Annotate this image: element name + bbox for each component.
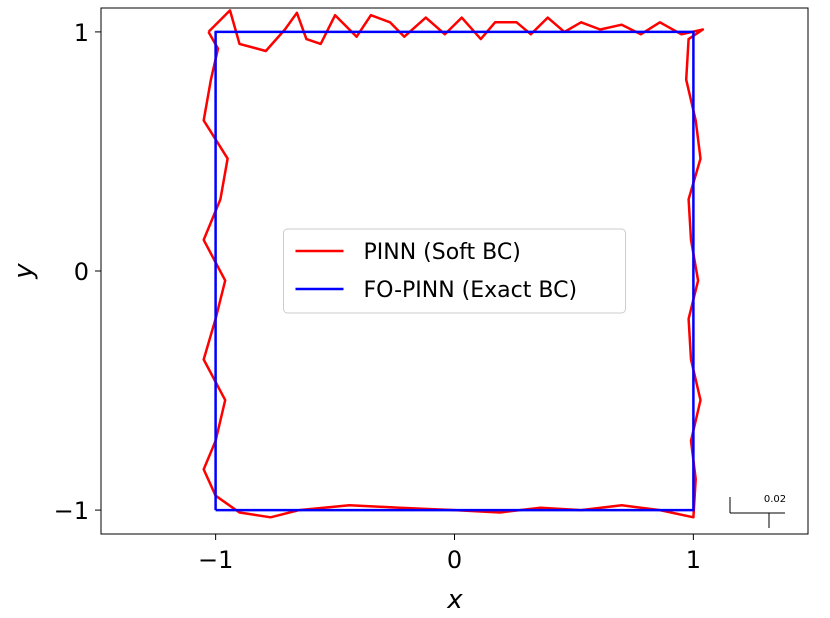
legend-box — [283, 228, 626, 314]
y-tick-label: 0 — [74, 258, 89, 286]
x-tick-label: 0 — [447, 546, 462, 574]
x-tick-label: 1 — [686, 546, 701, 574]
legend-label: FO-PINN (Exact BC) — [364, 278, 578, 303]
scale-bar-label: 0.02 — [764, 494, 786, 505]
data-line — [214, 30, 695, 512]
legend-label: PINN (Soft BC) — [364, 240, 521, 265]
y-tick-label: 1 — [74, 19, 89, 47]
y-tick-label: −1 — [54, 497, 89, 525]
plot-frame — [100, 7, 809, 535]
scale-bar — [729, 497, 785, 528]
x-tick-label: −1 — [198, 546, 233, 574]
legend: PINN (Soft BC) FO-PINN (Exact BC) — [283, 228, 626, 314]
y-axis-label: y — [9, 263, 39, 280]
x-axis-label: x — [446, 585, 463, 614]
